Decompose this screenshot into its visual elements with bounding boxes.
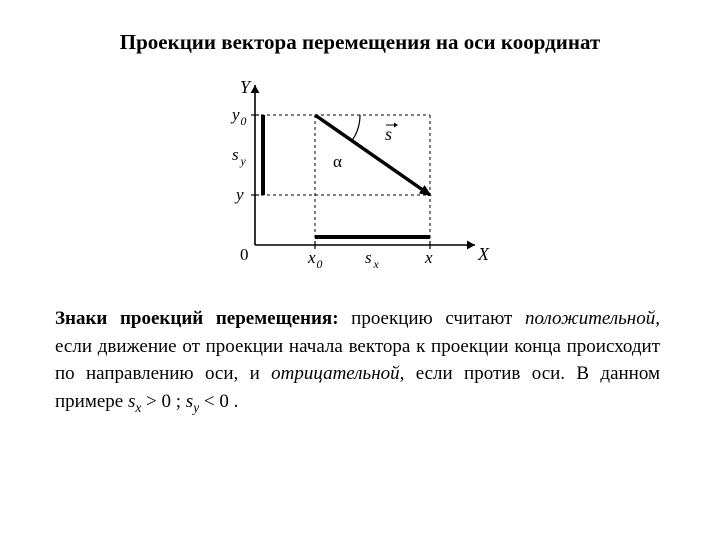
projection-diagram: 0YXy0syyx0sxxαs — [200, 75, 520, 275]
svg-text:s: s — [365, 248, 372, 267]
svg-text:y: y — [240, 154, 247, 168]
para-i2: отрицательной, — [271, 363, 404, 384]
para-i1: положитель­ной, — [525, 308, 660, 329]
svg-text:α: α — [333, 152, 342, 171]
svg-text:x: x — [373, 257, 380, 271]
diagram-container: 0YXy0syyx0sxxαs — [0, 75, 720, 275]
svg-text:y: y — [234, 185, 244, 204]
explanation-paragraph: Знаки проекций перемещения: проекцию счи… — [0, 305, 720, 417]
svg-text:0: 0 — [317, 257, 323, 271]
svg-text:y: y — [230, 105, 240, 124]
svg-text:x: x — [307, 248, 316, 267]
para-lead: Знаки проекций перемещения: — [55, 308, 339, 329]
page-title: Проекции вектора перемещения на оси коор… — [0, 30, 720, 55]
svg-text:0: 0 — [240, 245, 249, 264]
math-sx-rel: > 0 ; — [141, 391, 186, 412]
svg-text:Y: Y — [240, 77, 252, 97]
para-s1: проекцию считают — [339, 308, 525, 329]
svg-text:x: x — [424, 248, 433, 267]
svg-text:X: X — [477, 244, 490, 264]
svg-text:s: s — [232, 145, 239, 164]
svg-text:0: 0 — [241, 114, 247, 128]
math-sy-rel: < 0 . — [199, 391, 238, 412]
svg-text:s: s — [385, 124, 392, 144]
